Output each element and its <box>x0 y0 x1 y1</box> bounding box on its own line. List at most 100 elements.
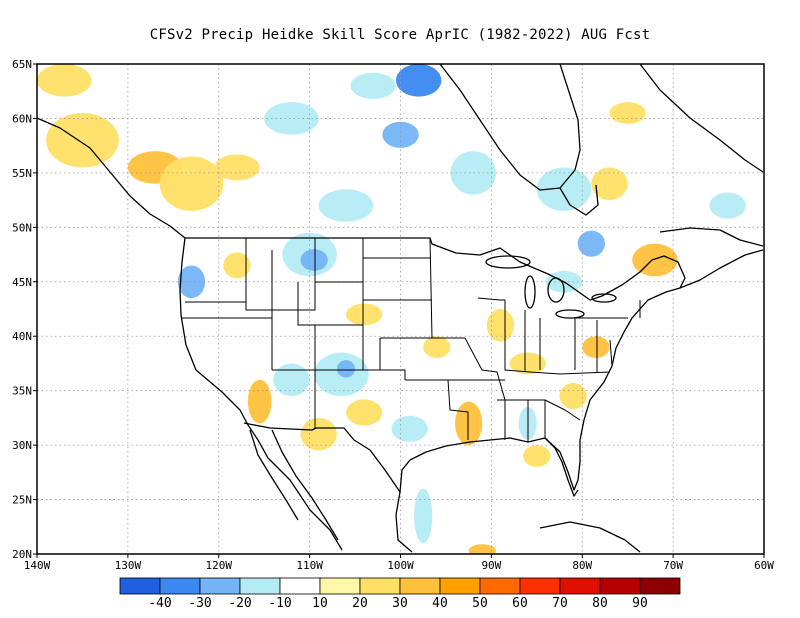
skill-patch <box>350 72 396 99</box>
skill-patch <box>591 167 628 201</box>
bc-coast <box>37 117 186 239</box>
us-mexico-border <box>243 422 401 493</box>
colorbar-swatch <box>319 577 361 595</box>
skill-patch <box>486 309 515 342</box>
skill-patch <box>455 401 483 446</box>
lon-tick-label: 100W <box>387 559 414 572</box>
gulf-st-lawrence <box>659 227 764 247</box>
skill-patch <box>345 303 383 326</box>
colorbar-label: 50 <box>472 596 488 611</box>
lat-tick-label: 55N <box>12 167 32 180</box>
skill-patch <box>264 102 319 135</box>
skill-patch <box>336 360 356 378</box>
lon-tick-label: 120W <box>206 559 233 572</box>
skill-patch <box>318 189 374 222</box>
lat-tick-label: 65N <box>12 58 32 71</box>
skill-patch <box>709 192 746 219</box>
colorbar-label: 10 <box>312 596 328 611</box>
lon-tick-label: 70W <box>663 559 683 572</box>
skill-patch <box>382 121 419 148</box>
map-title: CFSv2 Precip Heidke Skill Score AprIC (1… <box>149 27 651 43</box>
skill-patch <box>159 156 224 211</box>
lat-tick-label: 30N <box>12 439 32 452</box>
skill-patch <box>536 167 592 212</box>
lake-ontario <box>591 293 617 303</box>
skill-patch <box>300 417 337 451</box>
skill-patch <box>609 102 646 124</box>
colorbar-swatch <box>519 577 561 595</box>
colorbar-label: -30 <box>188 596 211 611</box>
lon-tick-label: 130W <box>115 559 142 572</box>
lat-tick-label: 25N <box>12 494 32 507</box>
gulf-coast <box>399 437 581 493</box>
colorbar-label: -20 <box>228 596 251 611</box>
skill-patch <box>559 383 587 410</box>
boundary-lines <box>37 64 764 553</box>
lat-tick-label: 60N <box>12 112 32 125</box>
skill-patch <box>300 249 328 271</box>
florida-outline <box>544 437 579 497</box>
colorbar-swatch <box>639 577 681 595</box>
skill-patch <box>582 336 610 358</box>
state-borders <box>181 237 641 442</box>
mexico-east-coast <box>395 491 413 553</box>
colorbar-swatch <box>159 577 201 595</box>
skill-patch <box>273 363 310 397</box>
skill-patch <box>214 154 260 181</box>
colorbar-label: 80 <box>592 596 608 611</box>
atlantic-coast <box>579 249 764 441</box>
colorbar-label: 30 <box>392 596 408 611</box>
hudson-bay-coast <box>439 64 581 191</box>
graticule <box>37 64 764 554</box>
lat-tick-label: 35N <box>12 385 32 398</box>
skill-shading-layer <box>37 64 746 554</box>
baja-coast <box>249 429 299 521</box>
lon-tick-label: 80W <box>572 559 592 572</box>
lake-erie <box>555 309 585 319</box>
colorbar-label: -40 <box>148 596 171 611</box>
lake-superior <box>485 255 531 269</box>
colorbar-swatch <box>359 577 401 595</box>
lake-michigan <box>524 275 536 309</box>
colorbar-label: 60 <box>512 596 528 611</box>
colorbar-swatch <box>199 577 241 595</box>
skill-patch <box>247 379 272 424</box>
colorbar-label: 90 <box>632 596 648 611</box>
skill-patch <box>37 64 92 97</box>
lat-tick-label: 45N <box>12 276 32 289</box>
colorbar-swatch <box>399 577 441 595</box>
skill-patch <box>345 399 383 426</box>
colorbar-swatch <box>479 577 521 595</box>
colorbar-swatch <box>559 577 601 595</box>
lon-tick-label: 140W <box>24 559 51 572</box>
longitude-labels: 140W 130W 120W 110W 100W 90W 80W 70W 60W <box>24 554 774 572</box>
us-canada-border <box>185 237 686 301</box>
skill-patch <box>46 113 119 168</box>
lake-huron <box>547 277 565 303</box>
lat-tick-label: 20N <box>12 548 32 561</box>
lat-tick-label: 40N <box>12 330 32 343</box>
colorbar-swatch <box>599 577 641 595</box>
pacific-coast <box>179 237 343 551</box>
skill-patch <box>414 488 433 544</box>
colorbar-label: 40 <box>432 596 448 611</box>
skill-patch <box>523 445 551 467</box>
skill-patch <box>468 544 496 554</box>
labrador-coast <box>639 64 764 173</box>
skill-patch <box>632 243 678 277</box>
lon-tick-label: 110W <box>296 559 323 572</box>
gulf-california-coast <box>271 429 339 541</box>
colorbar-label: 70 <box>552 596 568 611</box>
james-bay <box>559 184 599 216</box>
skill-patch <box>223 252 251 279</box>
colorbar-swatch <box>119 577 161 595</box>
cuba-outline <box>539 521 641 553</box>
lat-tick-label: 50N <box>12 221 32 234</box>
colorbar-label: 20 <box>352 596 368 611</box>
skill-patch <box>395 64 442 97</box>
skill-patch <box>450 151 496 195</box>
skill-patch <box>391 415 428 442</box>
skill-patch <box>509 352 546 375</box>
skill-patch <box>577 230 605 257</box>
